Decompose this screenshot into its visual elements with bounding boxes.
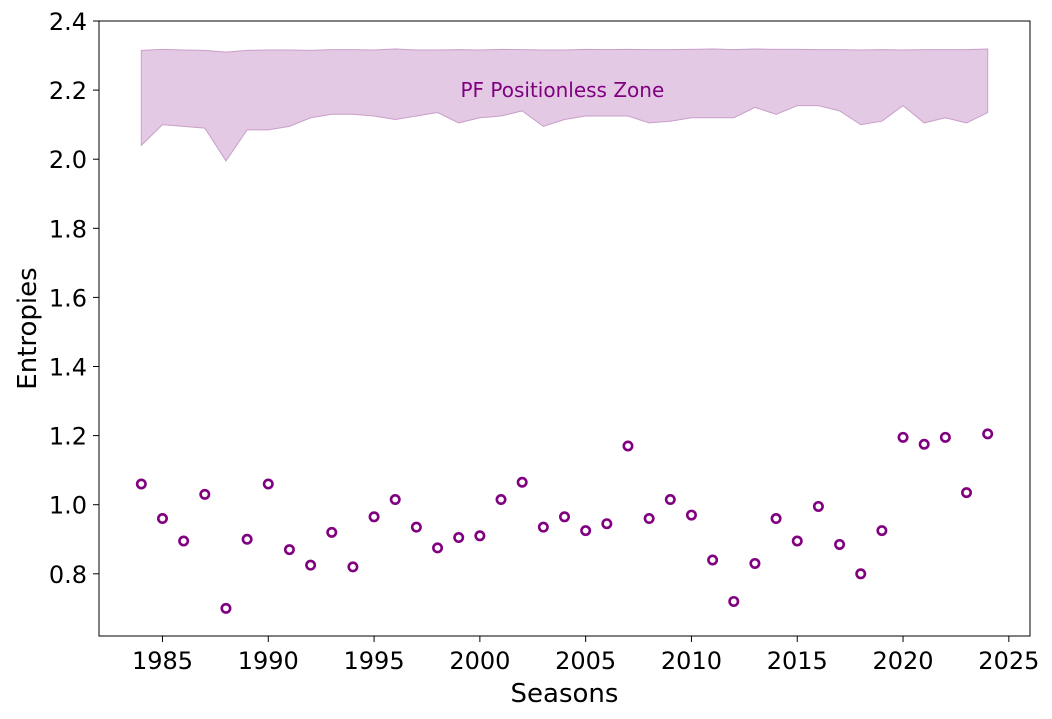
data-point (855, 568, 867, 580)
data-point (495, 494, 507, 506)
y-tick-label: 1.0 (49, 492, 87, 520)
y-axis-title: Entropies (13, 267, 43, 389)
data-point (389, 494, 401, 506)
data-point (474, 530, 486, 542)
zone-layer (140, 48, 989, 162)
x-tick-label: 1990 (238, 647, 299, 675)
data-point (897, 431, 909, 443)
points-layer (135, 428, 994, 614)
data-point (516, 476, 528, 488)
x-tick-label: 2000 (449, 647, 510, 675)
data-point (326, 526, 338, 538)
data-point (961, 487, 973, 499)
data-point (558, 511, 570, 523)
data-point (262, 478, 274, 490)
data-point (432, 542, 444, 554)
data-point (707, 554, 719, 566)
y-tick-label: 2.0 (49, 146, 87, 174)
data-point (135, 478, 147, 490)
data-point (178, 535, 190, 547)
x-tick-label: 2010 (661, 647, 722, 675)
data-point (453, 532, 465, 544)
data-point (368, 511, 380, 523)
data-point (199, 488, 211, 500)
data-point (812, 500, 824, 512)
x-tick-label: 1985 (132, 647, 193, 675)
data-point (220, 602, 232, 614)
data-point (685, 509, 697, 521)
x-tick-label: 2020 (873, 647, 934, 675)
data-point (622, 440, 634, 452)
data-point (156, 513, 168, 525)
data-point (537, 521, 549, 533)
data-point (728, 595, 740, 607)
y-tick-label: 2.4 (49, 8, 87, 36)
data-point (876, 525, 888, 537)
data-point (918, 438, 930, 450)
data-point (749, 557, 761, 569)
plot-frame (98, 20, 1031, 637)
y-axis: 0.8 1.0 1.2 1.4 1.6 1.8 2.0 2.2 2.4 (49, 8, 99, 589)
positionless-zone-band (140, 48, 989, 162)
y-tick-label: 1.8 (49, 215, 87, 243)
x-tick-label: 2025 (978, 647, 1039, 675)
zone-label: PF Positionless Zone (460, 78, 664, 102)
x-tick-label: 2015 (767, 647, 828, 675)
x-tick-label: 1995 (344, 647, 405, 675)
y-tick-label: 1.6 (49, 284, 87, 312)
data-point (580, 525, 592, 537)
data-point (664, 494, 676, 506)
data-point (791, 535, 803, 547)
data-point (939, 431, 951, 443)
y-tick-label: 1.2 (49, 423, 87, 451)
data-point (305, 559, 317, 571)
data-point (241, 533, 253, 545)
data-point (770, 513, 782, 525)
x-axis-title: Seasons (511, 679, 619, 709)
data-point (834, 538, 846, 550)
data-point (347, 561, 359, 573)
y-tick-label: 0.8 (49, 561, 87, 589)
x-tick-label: 2005 (555, 647, 616, 675)
data-point (982, 428, 994, 440)
y-tick-label: 2.2 (49, 77, 87, 105)
data-point (410, 521, 422, 533)
x-axis: 1985 1990 1995 2000 2005 2010 2015 2020 2025 (132, 636, 1039, 675)
y-tick-label: 1.4 (49, 354, 87, 382)
data-point (283, 544, 295, 556)
data-point (601, 518, 613, 530)
data-point (643, 513, 655, 525)
